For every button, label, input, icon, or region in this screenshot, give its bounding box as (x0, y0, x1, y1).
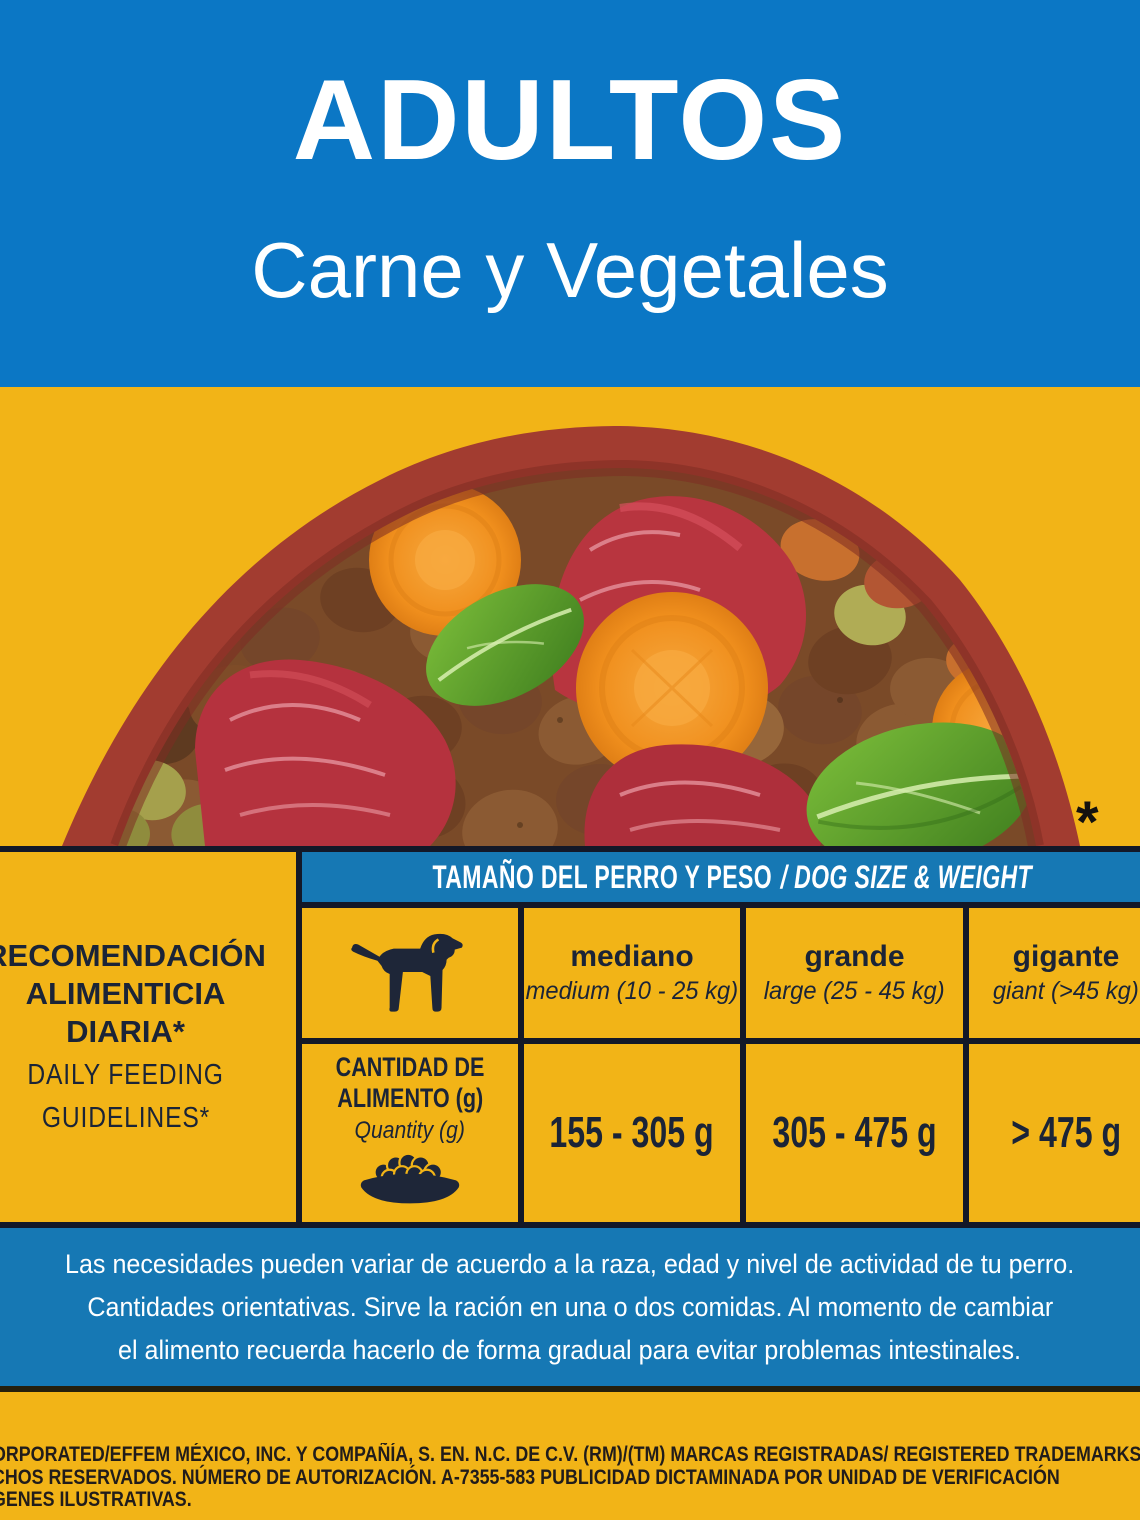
quantity-value-gigante: > 475 g (1011, 1108, 1121, 1157)
size-weight-header-text: TAMAÑO DEL PERRO Y PESO / DOG SIZE & WEIG… (433, 859, 1032, 896)
quantity-value-gigante-cell: > 475 g (969, 1044, 1140, 1222)
size-weight-header-es: TAMAÑO DEL PERRO Y PESO (432, 858, 773, 895)
disclaimer-line3: el alimento recuerda hacerlo de forma gr… (118, 1334, 1022, 1365)
recommendation-es-line2: ALIMENTICIA (25, 976, 226, 1011)
disclaimer-strip: Las necesidades pueden variar de acuerdo… (0, 1228, 1140, 1386)
footnote-asterisk: * (1076, 790, 1099, 855)
size-name-gigante: gigante (1012, 940, 1120, 973)
legal-line3: GENES ILUSTRATIVAS. (0, 1488, 192, 1511)
food-bowl-icon (360, 1152, 460, 1204)
size-cell-grande: grande large (25 - 45 kg) (746, 908, 963, 1038)
quantity-label-cell: CANTIDAD DE ALIMENTO (g) Quantity (g) (302, 1044, 518, 1222)
size-name-grande: grande (804, 940, 905, 973)
dog-icon-cell (302, 908, 518, 1038)
food-bowl-photo-art (62, 426, 1080, 849)
legal-band: ORPORATED/EFFEM MÉXICO, INC. Y COMPAÑÍA,… (0, 1392, 1140, 1520)
size-detail-mediano: medium (10 - 25 kg) (525, 977, 739, 1005)
product-life-stage-title: ADULTOS (292, 57, 848, 184)
legal-line2: CHOS RESERVADOS. NÚMERO DE AUTORIZACIÓN.… (0, 1465, 1060, 1489)
size-detail-gigante: giant (>45 kg) (993, 977, 1139, 1005)
size-cell-mediano: mediano medium (10 - 25 kg) (524, 908, 740, 1038)
quantity-label-es-line2: ALIMENTO (g) (336, 1083, 483, 1113)
recommendation-cell: RECOMENDACIÓN ALIMENTICIA DIARIA* DAILY … (0, 852, 296, 1222)
recommendation-es-line3: DIARIA* (66, 1014, 185, 1049)
recommendation-en-line1: DAILY FEEDING (27, 1059, 224, 1091)
size-cell-gigante: gigante giant (>45 kg) (969, 908, 1140, 1038)
food-bowl-illustration (0, 400, 1140, 849)
legal-line1: ORPORATED/EFFEM MÉXICO, INC. Y COMPAÑÍA,… (0, 1443, 1140, 1466)
size-detail-grande: large (25 - 45 kg) (764, 977, 945, 1005)
quantity-value-mediano: 155 - 305 g (549, 1108, 715, 1157)
divider-line (0, 1386, 1140, 1392)
disclaimer-line1: Las necesidades pueden variar de acuerdo… (65, 1248, 1075, 1279)
legal-text: ORPORATED/EFFEM MÉXICO, INC. Y COMPAÑÍA,… (0, 1443, 1140, 1512)
product-flavor-subtitle: Carne y Vegetales (251, 226, 889, 314)
disclaimer-line2: Cantidades orientativas. Sirve la ración… (87, 1291, 1053, 1322)
feeding-guidelines-table: RECOMENDACIÓN ALIMENTICIA DIARIA* DAILY … (0, 846, 1140, 1228)
top-title-band: ADULTOS Carne y Vegetales (0, 0, 1140, 387)
recommendation-es-line1: RECOMENDACIÓN (0, 938, 266, 973)
size-name-mediano: mediano (570, 940, 694, 973)
size-weight-header-en: / DOG SIZE & WEIGHT (780, 858, 1033, 895)
quantity-value-grande: 305 - 475 g (772, 1108, 937, 1157)
dog-silhouette-icon (351, 933, 463, 1012)
recommendation-en-line2: GUIDELINES* (41, 1102, 210, 1134)
quantity-label-en: Quantity (g) (354, 1117, 466, 1144)
size-weight-header-cell: TAMAÑO DEL PERRO Y PESO / DOG SIZE & WEIG… (302, 852, 1140, 902)
quantity-value-grande-cell: 305 - 475 g (746, 1044, 963, 1222)
quantity-value-mediano-cell: 155 - 305 g (524, 1044, 740, 1222)
quantity-label-es-line1: CANTIDAD DE (335, 1052, 485, 1082)
